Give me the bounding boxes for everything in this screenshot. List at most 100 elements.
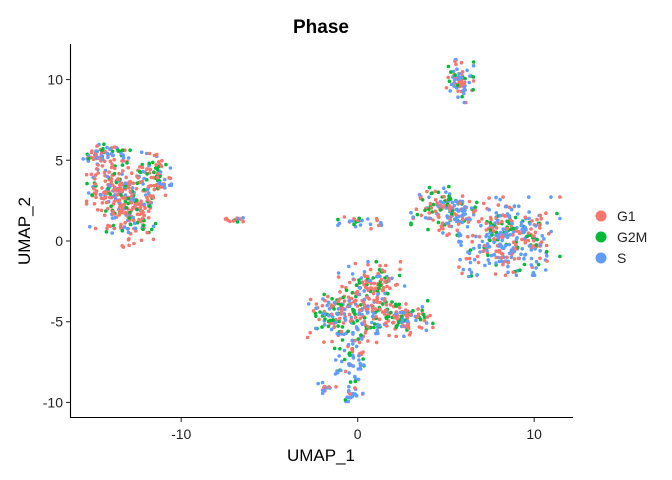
point-s bbox=[493, 221, 497, 225]
point-s bbox=[460, 208, 464, 213]
point-g1 bbox=[476, 219, 481, 224]
point-s bbox=[327, 307, 332, 311]
point-g1 bbox=[388, 303, 393, 307]
point-s bbox=[494, 211, 499, 215]
point-g2m bbox=[142, 187, 146, 192]
point-s bbox=[454, 216, 459, 220]
point-g2m bbox=[330, 296, 334, 301]
point-g1 bbox=[503, 273, 508, 278]
point-g1 bbox=[526, 238, 531, 243]
point-s bbox=[487, 235, 492, 239]
point-g2m bbox=[128, 210, 132, 215]
point-g1 bbox=[94, 195, 98, 199]
point-s bbox=[450, 200, 455, 205]
point-g1 bbox=[308, 297, 313, 302]
point-s bbox=[542, 237, 546, 241]
point-g1 bbox=[511, 270, 515, 275]
point-g1 bbox=[456, 89, 460, 93]
point-s bbox=[168, 166, 173, 170]
point-g2m bbox=[447, 184, 451, 189]
point-g1 bbox=[394, 334, 399, 339]
point-g2m bbox=[380, 302, 385, 306]
point-g1 bbox=[322, 340, 326, 344]
point-g2m bbox=[116, 148, 120, 152]
point-g2m bbox=[111, 223, 116, 228]
point-s bbox=[492, 240, 496, 245]
point-g2m bbox=[455, 83, 460, 88]
point-s bbox=[420, 305, 425, 309]
point-s bbox=[126, 230, 131, 235]
point-g2m bbox=[490, 233, 494, 237]
point-s bbox=[141, 169, 145, 174]
point-g1 bbox=[374, 340, 379, 345]
point-s bbox=[379, 223, 384, 227]
point-s bbox=[527, 244, 532, 248]
point-g1 bbox=[340, 284, 344, 289]
point-g1 bbox=[448, 217, 453, 222]
point-g1 bbox=[89, 172, 94, 177]
point-s bbox=[367, 278, 372, 283]
point-g1 bbox=[138, 165, 142, 169]
point-g2m bbox=[420, 198, 425, 202]
point-s bbox=[81, 157, 85, 161]
point-g1 bbox=[416, 314, 420, 319]
point-g1 bbox=[360, 280, 365, 285]
point-g2m bbox=[390, 300, 394, 304]
point-g1 bbox=[101, 191, 106, 195]
point-g2m bbox=[87, 156, 91, 161]
point-g1 bbox=[94, 167, 99, 171]
point-g2m bbox=[346, 329, 351, 334]
point-g1 bbox=[500, 233, 505, 238]
point-s bbox=[451, 69, 456, 74]
point-g1 bbox=[104, 200, 109, 205]
point-s bbox=[464, 217, 469, 221]
point-g1 bbox=[311, 309, 316, 313]
point-s bbox=[538, 249, 542, 253]
point-g1 bbox=[374, 314, 378, 319]
point-g2m bbox=[112, 171, 117, 176]
point-s bbox=[533, 247, 537, 251]
point-g2m bbox=[438, 208, 443, 212]
point-g1 bbox=[120, 159, 124, 163]
point-s bbox=[472, 257, 477, 262]
point-g1 bbox=[115, 177, 120, 182]
point-g1 bbox=[440, 205, 445, 209]
point-s bbox=[332, 300, 337, 305]
point-s bbox=[347, 384, 351, 389]
point-g1 bbox=[334, 318, 338, 322]
point-g1 bbox=[375, 300, 380, 305]
point-s bbox=[442, 186, 446, 190]
point-g1 bbox=[338, 297, 342, 301]
point-s bbox=[549, 229, 553, 234]
point-g1 bbox=[146, 209, 151, 213]
point-g2m bbox=[395, 323, 400, 328]
point-g1 bbox=[537, 223, 541, 227]
point-g2m bbox=[313, 311, 318, 316]
point-g2m bbox=[151, 160, 155, 165]
point-g2m bbox=[153, 221, 158, 226]
point-g1 bbox=[366, 288, 371, 293]
point-g1 bbox=[128, 189, 133, 194]
point-s bbox=[133, 226, 137, 231]
point-g2m bbox=[337, 319, 341, 324]
point-g1 bbox=[376, 223, 381, 228]
legend-label-g2m: G2M bbox=[617, 229, 647, 245]
point-g1 bbox=[103, 179, 108, 183]
point-s bbox=[424, 328, 429, 333]
point-g2m bbox=[348, 380, 353, 384]
point-s bbox=[360, 322, 365, 327]
point-g1 bbox=[422, 318, 427, 323]
point-g1 bbox=[111, 212, 116, 216]
point-g2m bbox=[342, 357, 347, 362]
point-g1 bbox=[505, 255, 509, 260]
point-g1 bbox=[155, 175, 160, 180]
point-s bbox=[452, 77, 457, 82]
point-g1 bbox=[117, 186, 122, 191]
points-layer bbox=[81, 58, 562, 404]
point-s bbox=[471, 212, 476, 217]
point-s bbox=[347, 299, 351, 303]
point-g1 bbox=[125, 211, 129, 216]
point-s bbox=[529, 256, 534, 261]
point-g1 bbox=[108, 159, 113, 164]
point-g2m bbox=[488, 221, 493, 225]
